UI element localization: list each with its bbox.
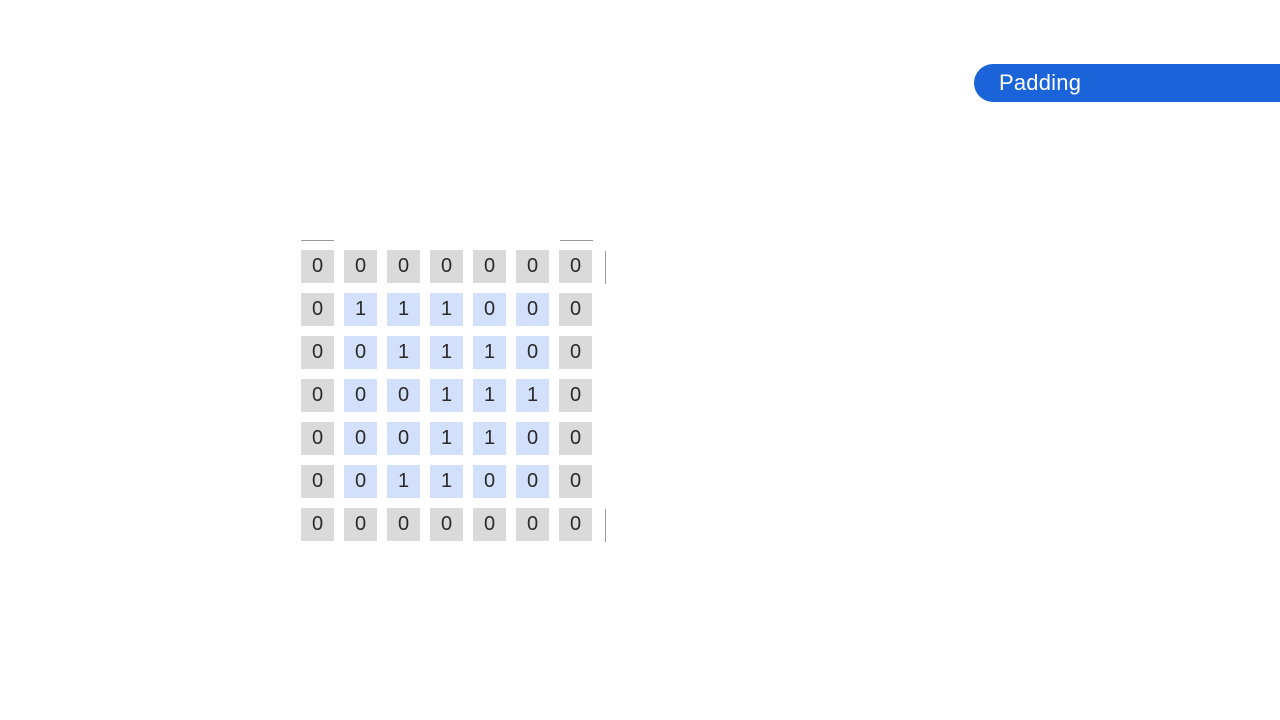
padding-cell: 0 [344,508,377,541]
matrix-cell: 0 [344,465,377,498]
top-left-marker [301,240,334,241]
matrix-cell: 1 [430,379,463,412]
padding-cell: 0 [301,508,334,541]
padding-cell: 0 [430,508,463,541]
padding-cell: 0 [559,422,592,455]
matrix-cell: 1 [473,422,506,455]
matrix-cell: 0 [387,422,420,455]
title-pill: Padding [974,64,1280,102]
padding-cell: 0 [301,465,334,498]
matrix-cell: 1 [473,336,506,369]
padding-cell: 0 [473,250,506,283]
padding-cell: 0 [301,336,334,369]
padding-cell: 0 [301,422,334,455]
matrix-cell: 0 [516,293,549,326]
padding-cell: 0 [559,250,592,283]
padding-cell: 0 [430,250,463,283]
matrix-cell: 1 [430,422,463,455]
matrix-cell: 1 [430,336,463,369]
padding-cell: 0 [301,293,334,326]
padding-cell: 0 [387,508,420,541]
matrix-cell: 0 [344,422,377,455]
matrix-cell: 0 [516,422,549,455]
matrix-cell: 1 [387,293,420,326]
matrix-cell: 0 [516,465,549,498]
padding-cell: 0 [559,293,592,326]
matrix-cell: 0 [516,336,549,369]
padding-cell: 0 [516,250,549,283]
matrix-cell: 1 [516,379,549,412]
matrix-cell: 1 [430,465,463,498]
padding-cell: 0 [559,508,592,541]
matrix-cell: 0 [473,465,506,498]
matrix-cell: 1 [387,336,420,369]
matrix-cell: 0 [387,379,420,412]
padding-cell: 0 [344,250,377,283]
matrix-cell: 1 [387,465,420,498]
matrix-cell: 1 [473,379,506,412]
right-top-marker [605,251,606,284]
padding-cell: 0 [387,250,420,283]
padding-cell: 0 [301,379,334,412]
right-bottom-marker [605,509,606,542]
padding-cell: 0 [559,379,592,412]
padding-cell: 0 [516,508,549,541]
matrix-cell: 1 [344,293,377,326]
slide-title: Padding [999,70,1082,95]
padding-cell: 0 [301,250,334,283]
matrix-cell: 0 [344,336,377,369]
padding-cell: 0 [559,465,592,498]
matrix-cell: 1 [430,293,463,326]
padding-cell: 0 [559,336,592,369]
top-right-marker [560,240,593,241]
matrix-cell: 0 [344,379,377,412]
padding-cell: 0 [473,508,506,541]
matrix-cell: 0 [473,293,506,326]
